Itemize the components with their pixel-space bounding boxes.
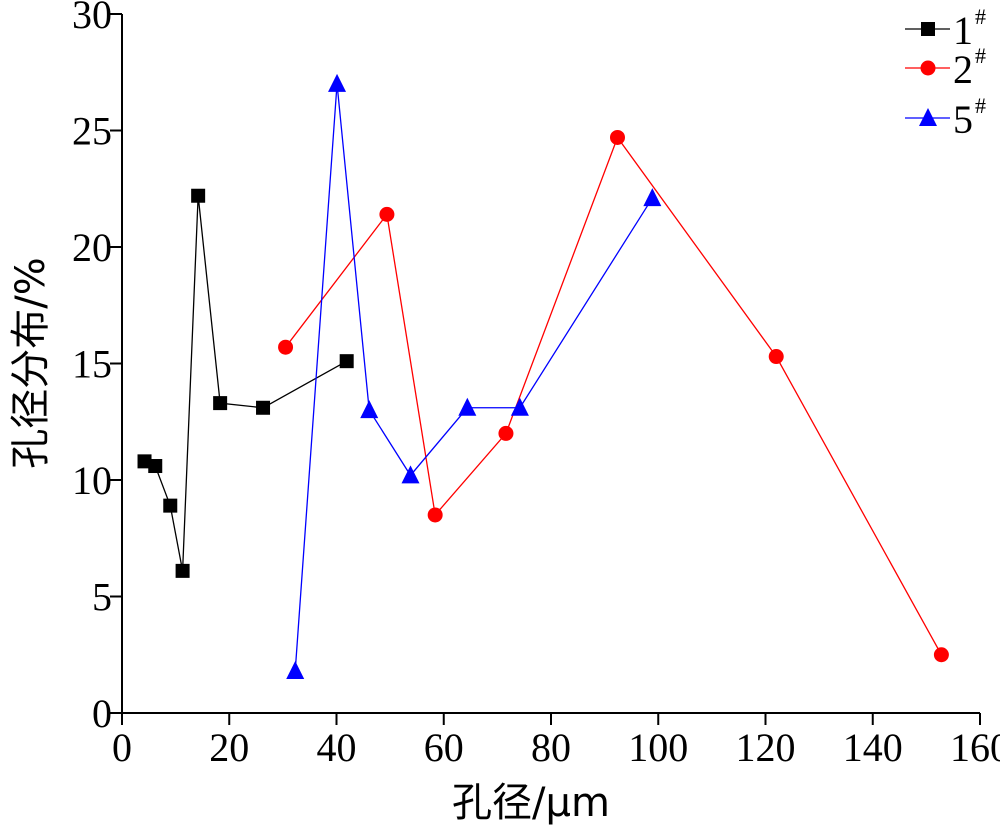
legend-label: 2 (953, 47, 973, 92)
x-tick-label: 20 (209, 725, 249, 770)
data-point-5 (643, 188, 662, 207)
x-tick-label: 40 (317, 725, 357, 770)
y-tick-label: 0 (92, 691, 112, 736)
legend-marker (920, 60, 936, 76)
data-point-1 (163, 498, 178, 513)
series-line-1 (144, 195, 348, 571)
legend-label: 1 (953, 8, 973, 53)
series-markers (137, 73, 949, 680)
legend-marker (921, 22, 935, 36)
y-tick-label: 5 (92, 575, 112, 620)
legend-label-superscript: # (975, 93, 986, 118)
legend-label-superscript: # (975, 4, 986, 29)
data-point-1 (339, 354, 354, 369)
x-tick-label: 140 (843, 725, 903, 770)
y-tick-label: 20 (72, 225, 112, 270)
data-point-5 (328, 73, 347, 92)
x-tick-label: 60 (424, 725, 464, 770)
legend-item-1: 1 # (905, 4, 986, 53)
data-point-5 (458, 397, 477, 416)
x-tick-label: 80 (531, 725, 571, 770)
data-point-2 (768, 349, 784, 365)
legend-label: 5 (953, 97, 973, 142)
axes (121, 14, 980, 714)
data-point-1 (148, 459, 163, 474)
data-point-1 (175, 563, 190, 578)
legend: 1 #2 #5 # (905, 4, 986, 142)
x-tick-label: 0 (112, 725, 132, 770)
data-point-5 (510, 397, 529, 416)
series-lines (144, 83, 942, 672)
data-point-5 (286, 661, 305, 680)
y-tick-label: 30 (72, 0, 112, 37)
data-point-1 (256, 400, 271, 415)
y-axis-title: 孔径分布/% (8, 257, 54, 468)
data-point-1 (191, 188, 206, 203)
series-line-5 (294, 83, 653, 672)
data-point-1 (137, 454, 152, 469)
x-tick-label: 100 (628, 725, 688, 770)
x-tick-label: 160 (950, 725, 1000, 770)
x-axis-title: 孔径/μm (452, 780, 610, 826)
data-point-2 (498, 425, 514, 441)
data-point-2 (609, 129, 625, 145)
legend-marker (919, 108, 937, 126)
data-point-2 (278, 339, 294, 355)
ticks (110, 13, 981, 725)
x-tick-label: 120 (736, 725, 796, 770)
data-point-2 (379, 206, 395, 222)
data-point-1 (213, 396, 228, 411)
legend-label-superscript: # (975, 43, 986, 68)
y-tick-label: 10 (72, 458, 112, 503)
data-point-5 (360, 400, 379, 419)
legend-item-2: 2 # (905, 43, 986, 92)
data-point-5 (401, 465, 420, 484)
legend-item-5: 5 # (905, 93, 986, 142)
data-point-2 (427, 507, 443, 523)
y-tick-label: 25 (72, 109, 112, 154)
data-point-2 (933, 647, 949, 663)
y-tick-label: 15 (72, 342, 112, 387)
